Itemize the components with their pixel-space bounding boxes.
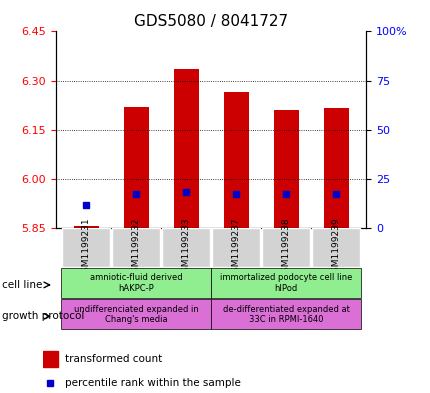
Bar (323, 108, 348, 228)
Text: GSM1199231: GSM1199231 (81, 217, 90, 278)
FancyBboxPatch shape (211, 268, 360, 298)
Text: GSM1199238: GSM1199238 (281, 217, 290, 278)
Title: GDS5080 / 8041727: GDS5080 / 8041727 (134, 14, 288, 29)
Bar (43, 351, 58, 367)
FancyBboxPatch shape (61, 299, 211, 329)
Bar (273, 110, 298, 228)
FancyBboxPatch shape (112, 228, 160, 267)
FancyBboxPatch shape (62, 228, 110, 267)
Text: amniotic-fluid derived
hAKPC-P: amniotic-fluid derived hAKPC-P (89, 273, 182, 293)
Text: undifferenciated expanded in
Chang's media: undifferenciated expanded in Chang's med… (74, 305, 198, 324)
Bar (223, 92, 248, 228)
FancyBboxPatch shape (61, 268, 211, 298)
Bar (173, 69, 198, 228)
Text: GSM1199233: GSM1199233 (181, 217, 190, 278)
FancyBboxPatch shape (212, 228, 260, 267)
FancyBboxPatch shape (312, 228, 359, 267)
Text: de-differentiated expanded at
33C in RPMI-1640: de-differentiated expanded at 33C in RPM… (222, 305, 349, 324)
FancyBboxPatch shape (211, 299, 360, 329)
Text: transformed count: transformed count (65, 354, 162, 364)
FancyBboxPatch shape (261, 228, 310, 267)
Text: immortalized podocyte cell line
hIPod: immortalized podocyte cell line hIPod (220, 273, 352, 293)
Bar (123, 107, 148, 228)
Bar (74, 226, 98, 228)
Text: percentile rank within the sample: percentile rank within the sample (65, 378, 240, 387)
FancyBboxPatch shape (162, 228, 210, 267)
Text: GSM1199232: GSM1199232 (131, 217, 140, 278)
Text: cell line: cell line (2, 280, 43, 290)
Text: GSM1199237: GSM1199237 (231, 217, 240, 278)
Text: GSM1199239: GSM1199239 (331, 217, 340, 278)
Text: growth protocol: growth protocol (2, 311, 84, 321)
